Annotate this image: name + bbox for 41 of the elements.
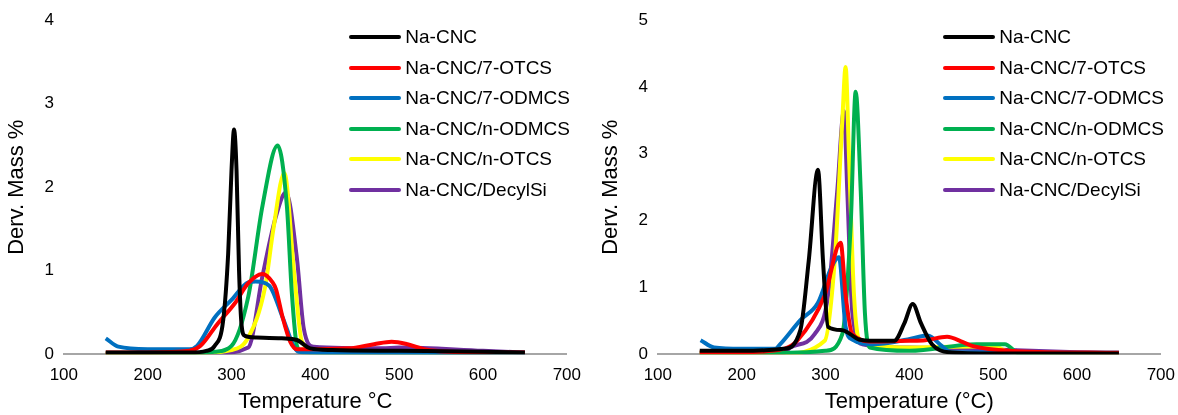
legend-label: Na-CNC/7-ODMCS <box>405 87 570 110</box>
x-tick-label: 600 <box>1062 365 1092 385</box>
legend-label: Na-CNC/7-OTCS <box>999 56 1147 79</box>
legend-label: Na-CNC/n-ODMCS <box>405 117 570 140</box>
x-tick-label: 100 <box>49 365 79 385</box>
x-tick-label: 500 <box>978 365 1008 385</box>
y-tick-label: 2 <box>44 176 54 196</box>
x-tick-label: 400 <box>895 365 924 385</box>
y-tick-label: 4 <box>44 9 54 29</box>
x-tick-label: 400 <box>301 365 330 385</box>
x-tick-label: 300 <box>811 365 840 385</box>
y-tick-label: 3 <box>44 93 54 113</box>
legend-label: Na-CNC/DecylSi <box>405 178 547 201</box>
y-tick-label: 0 <box>44 343 54 363</box>
x-tick-label: 100 <box>643 365 673 385</box>
x-tick-label: 200 <box>133 365 162 385</box>
y-axis-title: Derv. Mass % <box>597 119 623 255</box>
legend-label: Na-CNC/n-OTCS <box>405 148 553 171</box>
x-tick-label: 300 <box>217 365 246 385</box>
legend-label: Na-CNC <box>405 26 478 49</box>
x-axis-title: Temperature °C <box>238 387 393 413</box>
y-tick-label: 3 <box>638 143 648 163</box>
x-tick-label: 500 <box>384 365 414 385</box>
legend-label: Na-CNC <box>999 26 1072 49</box>
legend-label: Na-CNC/DecylSi <box>999 178 1141 201</box>
legend-label: Na-CNC/7-ODMCS <box>999 87 1164 110</box>
legend-label: Na-CNC/n-OTCS <box>999 148 1147 171</box>
y-tick-label: 5 <box>638 9 648 29</box>
y-axis-title: Derv. Mass % <box>3 119 29 255</box>
y-tick-label: 1 <box>44 260 54 280</box>
x-tick-label: 700 <box>1146 365 1176 385</box>
x-tick-label: 600 <box>468 365 498 385</box>
y-tick-label: 0 <box>638 343 648 363</box>
y-tick-label: 4 <box>638 76 648 96</box>
x-tick-label: 700 <box>552 365 582 385</box>
x-tick-label: 200 <box>727 365 756 385</box>
legend-label: Na-CNC/7-OTCS <box>405 56 553 79</box>
legend-label: Na-CNC/n-ODMCS <box>999 117 1164 140</box>
x-axis-title: Temperature (°C) <box>824 387 994 413</box>
y-tick-label: 1 <box>638 277 648 297</box>
y-tick-label: 2 <box>638 210 648 230</box>
